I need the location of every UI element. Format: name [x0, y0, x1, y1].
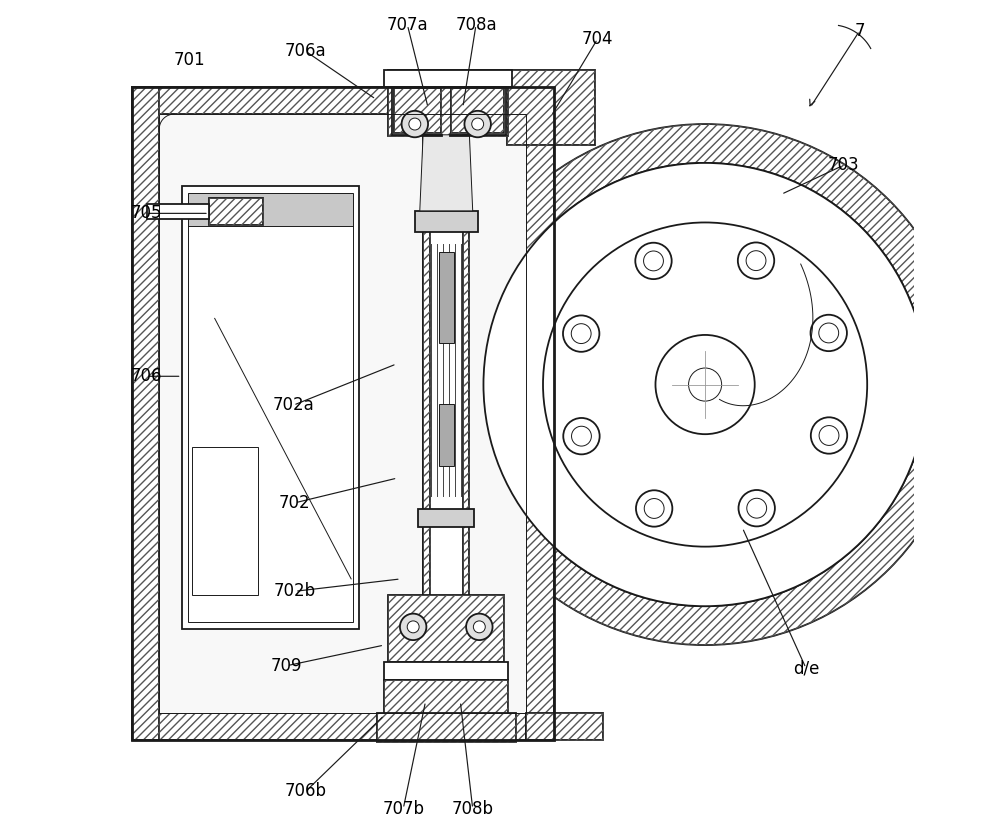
Text: 701: 701: [174, 50, 206, 69]
Bar: [132, 87, 159, 740]
Circle shape: [445, 124, 966, 645]
Bar: [188, 193, 353, 622]
Circle shape: [635, 242, 672, 279]
Circle shape: [572, 426, 591, 446]
Text: 707b: 707b: [382, 800, 424, 818]
Text: 703: 703: [827, 156, 859, 174]
Polygon shape: [450, 87, 506, 136]
Bar: [132, 87, 554, 114]
Text: 709: 709: [271, 657, 302, 675]
Circle shape: [571, 323, 591, 343]
Circle shape: [644, 251, 663, 270]
Circle shape: [483, 163, 927, 606]
Bar: [147, 204, 209, 219]
Bar: [415, 211, 478, 232]
Bar: [132, 713, 554, 740]
Text: 702a: 702a: [272, 396, 314, 414]
Text: 707a: 707a: [387, 16, 428, 34]
Circle shape: [747, 499, 767, 519]
Text: d/e: d/e: [793, 659, 819, 677]
Bar: [526, 87, 554, 740]
Circle shape: [655, 335, 755, 434]
Polygon shape: [463, 135, 469, 608]
Circle shape: [543, 222, 867, 547]
Bar: [439, 252, 454, 343]
Text: 7: 7: [854, 22, 865, 40]
Bar: [526, 87, 554, 740]
Bar: [439, 404, 454, 466]
Bar: [192, 447, 258, 595]
Bar: [209, 198, 263, 225]
Polygon shape: [507, 70, 595, 145]
Text: 708b: 708b: [452, 800, 494, 818]
Bar: [188, 193, 353, 226]
Text: 705: 705: [130, 204, 162, 222]
Text: 702: 702: [279, 494, 311, 512]
Text: 706a: 706a: [285, 42, 326, 60]
Circle shape: [466, 614, 493, 640]
Bar: [384, 70, 512, 87]
Circle shape: [402, 111, 428, 137]
Text: 704: 704: [582, 30, 613, 48]
Bar: [423, 135, 469, 608]
Circle shape: [636, 490, 672, 527]
Text: 702b: 702b: [274, 582, 316, 600]
Bar: [159, 114, 526, 713]
Polygon shape: [377, 713, 516, 742]
Polygon shape: [392, 87, 442, 136]
Polygon shape: [526, 713, 603, 740]
Circle shape: [739, 490, 775, 527]
Bar: [132, 87, 554, 114]
Circle shape: [563, 315, 599, 351]
Bar: [384, 662, 508, 680]
Circle shape: [473, 621, 485, 633]
Polygon shape: [451, 88, 504, 133]
Circle shape: [738, 242, 774, 279]
Polygon shape: [423, 135, 430, 608]
Text: 706: 706: [130, 367, 162, 385]
Circle shape: [746, 251, 766, 270]
Circle shape: [464, 111, 491, 137]
Polygon shape: [388, 70, 508, 136]
Text: 706b: 706b: [285, 782, 327, 801]
Circle shape: [811, 418, 847, 454]
Polygon shape: [526, 87, 595, 145]
Bar: [209, 198, 263, 225]
Circle shape: [407, 621, 419, 633]
Circle shape: [563, 418, 600, 454]
Circle shape: [409, 118, 421, 130]
Polygon shape: [420, 135, 473, 211]
Polygon shape: [394, 88, 441, 133]
Text: 708a: 708a: [455, 16, 497, 34]
Circle shape: [483, 163, 927, 606]
Bar: [132, 713, 554, 740]
Polygon shape: [384, 680, 508, 715]
Circle shape: [819, 323, 839, 343]
Bar: [182, 186, 359, 629]
Bar: [132, 87, 159, 740]
Polygon shape: [388, 595, 504, 662]
Circle shape: [811, 315, 847, 351]
Circle shape: [689, 368, 722, 401]
Circle shape: [644, 499, 664, 519]
Circle shape: [819, 426, 839, 446]
Circle shape: [472, 118, 484, 130]
Circle shape: [400, 614, 426, 640]
Bar: [418, 509, 474, 527]
